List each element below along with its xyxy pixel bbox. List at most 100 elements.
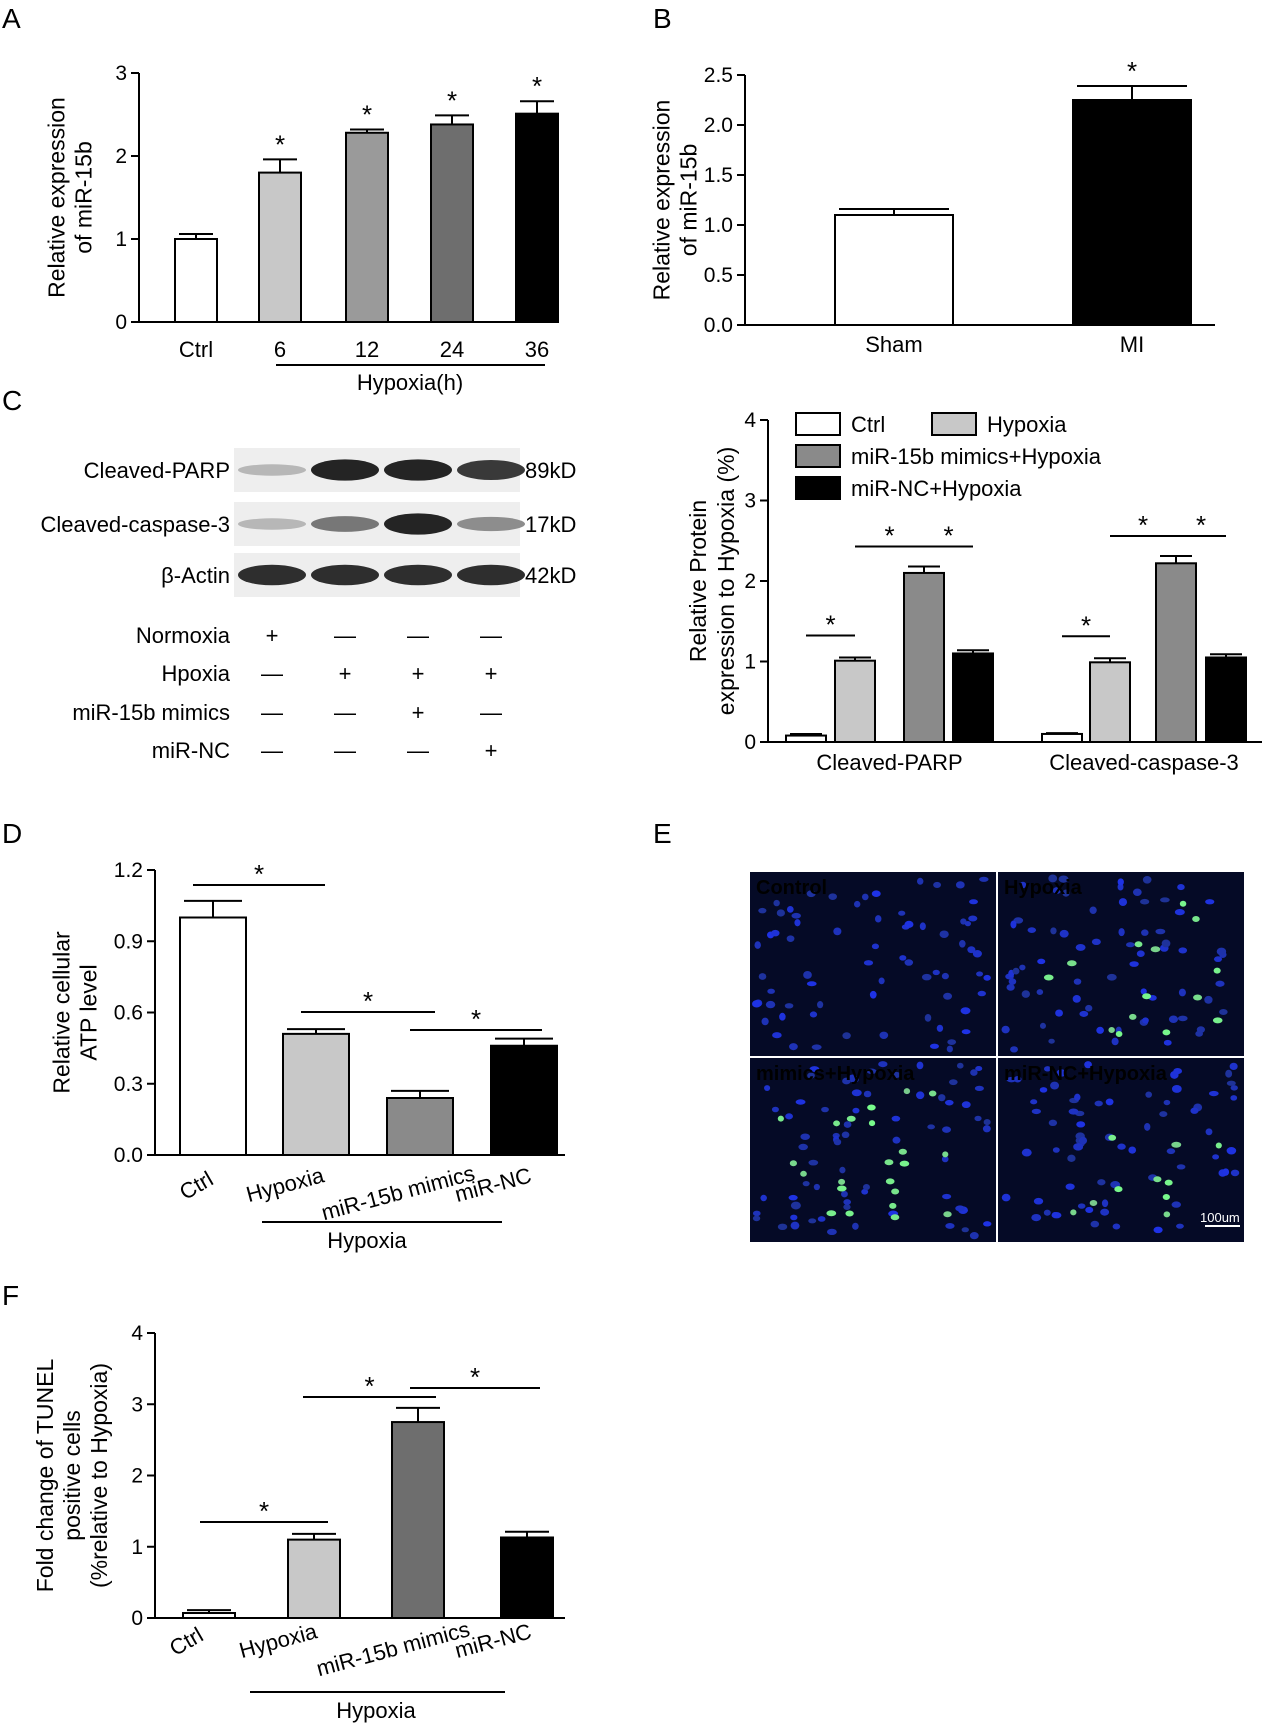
blot-protein-label: Cleaved-PARP [84,458,230,483]
bar [287,1538,341,1619]
y-tick-label: 1 [131,1536,143,1559]
blot-band [238,464,306,476]
nucleus-dot [1177,1015,1188,1022]
nucleus-dot [852,1222,859,1230]
group-label: Hypoxia [327,1228,407,1253]
panel-d-chart: 0.0 0.3 0.6 0.9 1.2 Relative cellular ATP leve… [49,859,565,1253]
nucleus-dot [1222,1168,1230,1176]
y-axis-label: Relative cellular ATP level [49,931,102,1094]
nucleus-dot [932,969,940,976]
y-tick-label: 0.0 [704,314,733,337]
nucleus-dot [771,1106,779,1113]
x-category-label: 24 [440,337,464,362]
nucleus-dot [794,919,801,927]
nucleus-dot [1043,1209,1051,1216]
y-tick-label: 1 [115,228,127,251]
nucleus-dot [1021,990,1031,998]
nucleus-dot [1171,1084,1182,1093]
bar [282,1032,350,1156]
y-tick-label: 1.2 [114,859,143,882]
nucleus-dot [1118,928,1125,937]
panel-e-micrographs: Control Hypoxia mimics+Hypoxia miR-NC+Hypox… [748,870,1246,1244]
nucleus-dot [843,1199,852,1205]
tunel-positive-cell [846,1115,856,1122]
nucleus-dot [1097,1179,1106,1186]
nucleus-dot [1101,1199,1109,1208]
condition-label: miR-15b mimics [72,700,230,725]
nucleus-dot [1178,947,1188,954]
nucleus-dot [939,930,949,939]
nucleus-dot [788,1194,798,1201]
group-label: Hypoxia(h) [357,370,463,395]
nucleus-dot [1031,1213,1042,1222]
nucleus-dot [1096,1026,1104,1034]
nucleus-dot [904,920,914,928]
tunel-positive-cell [1150,946,1161,953]
condition-mark: + [485,661,498,686]
y-axis-label-line: Relative expression [649,100,675,301]
nucleus-dot [1163,1039,1172,1046]
nucleus-dot [955,1205,965,1212]
condition-mark: — [407,623,429,648]
nucleus-dot [1117,878,1124,886]
y-tick-label: 3 [115,62,127,85]
nucleus-dot [943,992,953,1000]
micrograph-label: Control [756,877,827,899]
tunel-positive-cell [884,1159,894,1166]
x-category-label: 6 [274,337,286,362]
nucleus-dot [802,1180,810,1187]
tunel-positive-cell [1129,1013,1137,1020]
bar [174,238,218,323]
nucleus-dot [1013,917,1024,924]
nucleus-dot [1079,1136,1088,1145]
nucleus-dot [806,981,817,987]
y-axis-label-line: of miR-15b [71,141,97,253]
y-tick-label: 0.6 [114,1002,143,1025]
nucleus-dot [892,1136,901,1144]
significance-star: * [275,129,285,159]
nucleus-dot [891,1115,901,1122]
tunel-positive-cell [885,1178,895,1185]
nucleus-dot [791,912,801,919]
nucleus-dot [956,1062,964,1069]
nucleus-dot [936,1024,944,1032]
nucleus-dot [1056,1069,1067,1077]
nucleus-dot [817,1001,824,1009]
nucleus-dot [817,1216,826,1222]
y-tick-label: 3 [131,1393,143,1416]
nucleus-dot [1073,978,1082,985]
tunel-positive-cell [928,1090,937,1097]
nucleus-dot [1111,1037,1119,1046]
legend-label: miR-15b mimics+Hypoxia [851,444,1102,469]
significance-star: * [825,609,835,639]
legend-swatch [795,476,841,500]
panel-c-label: C [2,385,22,416]
nucleus-dot [967,946,976,954]
tunel-positive-cell [1108,1134,1117,1141]
blot-band [311,459,379,481]
nucleus-dot [842,1032,851,1040]
nucleus-dot [841,1131,850,1139]
y-tick-label: 1 [744,651,756,674]
nucleus-dot [807,1072,815,1079]
tunel-positive-cell [1089,1199,1098,1206]
nucleus-dot [961,1101,971,1109]
condition-mark: — [261,661,283,686]
y-tick-label: 2 [744,570,756,593]
y-axis-label-line: expression to Hypoxia (%) [713,447,739,715]
y-tick-label: 1.0 [704,214,733,237]
y-tick-label: 0.3 [114,1073,143,1096]
bar [952,652,994,744]
tunel-positive-cell [868,1120,876,1127]
nucleus-dot [806,890,816,898]
nucleus-dot [752,1000,762,1008]
tunel-positive-cell [889,1202,897,1209]
nucleus-dot [1230,1085,1238,1091]
nucleus-dot [863,1090,872,1098]
x-category-label: MI [1120,332,1144,357]
nucleus-dot [1051,1211,1059,1218]
nucleus-dot [764,1085,771,1091]
y-axis-label: Fold change of TUNEL positive cells (%rela… [32,1359,112,1593]
nucleus-dot [1067,1154,1076,1162]
nucleus-dot [1058,875,1069,883]
